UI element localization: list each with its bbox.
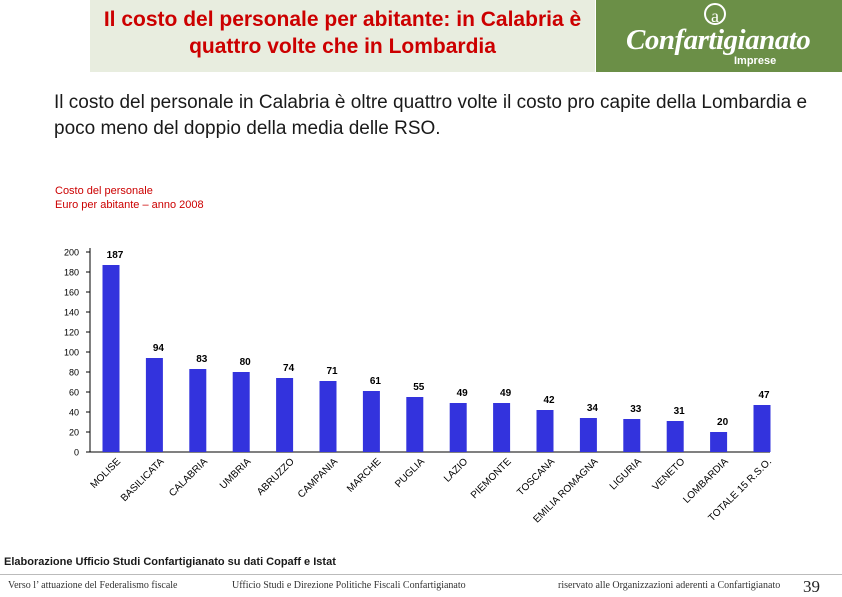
- bar-lombardia: [710, 432, 728, 452]
- x-category-label: MOLISE: [89, 456, 124, 491]
- data-label: 61: [370, 376, 382, 387]
- bar-lazio: [449, 403, 467, 452]
- bar-puglia: [406, 397, 424, 452]
- y-tick-label: 0: [74, 448, 79, 458]
- chart-caption: Costo del personale Euro per abitante – …: [55, 184, 204, 212]
- bar-marche: [362, 391, 380, 452]
- footer-center: Ufficio Studi e Direzione Politiche Fisc…: [232, 580, 466, 591]
- data-label: 49: [500, 388, 512, 399]
- bar-toscana: [536, 410, 554, 452]
- page-number: 39: [803, 577, 820, 596]
- data-label: 74: [283, 363, 295, 374]
- source-note: Elaborazione Ufficio Studi Confartigiana…: [4, 556, 336, 568]
- logo-text: Confartigianato: [626, 24, 811, 56]
- x-category-label: CALABRIA: [167, 456, 210, 499]
- bar-campania: [319, 381, 337, 452]
- bar-abruzzo: [276, 378, 294, 452]
- chart-caption-line2: Euro per abitante – anno 2008: [55, 199, 204, 211]
- logo-mark-icon: a: [704, 3, 726, 26]
- x-category-label: MARCHE: [345, 456, 384, 495]
- footer-right: riservato alle Organizzazioni aderenti a…: [558, 580, 781, 591]
- data-label: 47: [758, 390, 770, 401]
- footer-left: Verso l’ attuazione del Federalismo fisc…: [8, 580, 178, 591]
- bar-emilia-romagna: [579, 418, 597, 452]
- bar-basilicata: [145, 358, 163, 452]
- data-label: 33: [630, 404, 642, 415]
- x-category-label: CAMPANIA: [296, 456, 340, 500]
- data-label: 42: [543, 395, 555, 406]
- y-tick-label: 180: [64, 268, 79, 278]
- x-category-label: PUGLIA: [393, 456, 427, 490]
- x-category-label: PIEMONTE: [469, 456, 514, 501]
- y-tick-label: 120: [64, 328, 79, 338]
- data-label: 55: [413, 382, 425, 393]
- data-label: 34: [587, 403, 599, 414]
- bar-piemonte: [493, 403, 511, 452]
- y-tick-label: 100: [64, 348, 79, 358]
- data-label: 83: [196, 354, 208, 365]
- x-category-label: LIGURIA: [608, 456, 644, 492]
- logo-subtext: Imprese: [734, 55, 777, 67]
- x-category-label: UMBRIA: [218, 456, 254, 492]
- y-tick-label: 160: [64, 288, 79, 298]
- subtitle: Il costo del personale in Calabria è olt…: [54, 92, 808, 139]
- y-tick-label: 20: [69, 428, 79, 438]
- chart-caption-line1: Costo del personale: [55, 185, 153, 197]
- bar-umbria: [232, 372, 250, 452]
- data-label: 187: [107, 250, 124, 261]
- x-category-label: LAZIO: [442, 456, 470, 484]
- x-category-label: BASILICATA: [119, 456, 167, 504]
- y-tick-label: 60: [69, 388, 79, 398]
- bar-liguria: [623, 419, 641, 452]
- y-tick-label: 80: [69, 368, 79, 378]
- data-label: 71: [326, 366, 338, 377]
- y-tick-label: 140: [64, 308, 79, 318]
- y-tick-label: 40: [69, 408, 79, 418]
- bar-veneto: [666, 421, 684, 452]
- y-tick-label: 200: [64, 248, 79, 258]
- page-title: Il costo del personale per abitante: in …: [103, 8, 582, 58]
- data-label: 80: [240, 357, 252, 368]
- title-band: [90, 0, 595, 72]
- data-label: 49: [457, 388, 469, 399]
- data-label: 31: [674, 406, 686, 417]
- bar-totale-15-r-s-o-: [753, 405, 771, 452]
- bar-molise: [102, 265, 120, 452]
- footer: Verso l’ attuazione del Federalismo fisc…: [0, 574, 842, 596]
- x-category-label: TOSCANA: [515, 456, 557, 498]
- bar-calabria: [189, 369, 207, 452]
- data-label: 20: [717, 417, 729, 428]
- data-label: 94: [153, 343, 165, 354]
- x-category-label: VENETO: [651, 456, 688, 493]
- bar-chart: 0 20 40 60 80 100 120 140 160 180 200 187 94 83 80 74 7…: [64, 248, 774, 526]
- x-category-label: ABRUZZO: [255, 456, 297, 498]
